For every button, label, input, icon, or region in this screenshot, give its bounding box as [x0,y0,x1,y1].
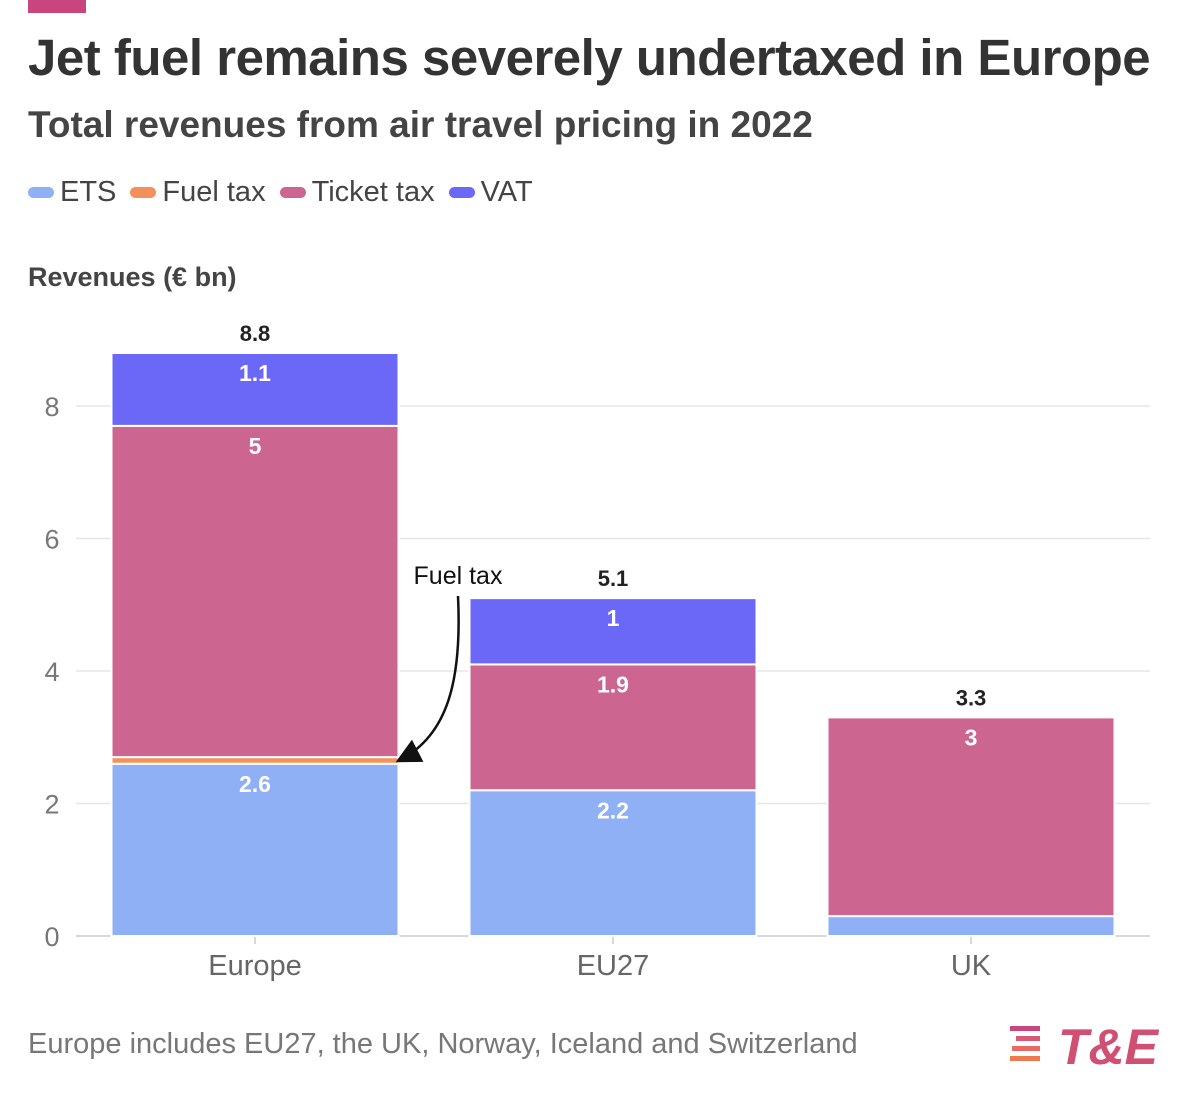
y-tick-label: 8 [44,392,59,422]
legend-item-ets: ETS [28,176,116,209]
legend-swatch-fuel-tax [130,187,157,198]
bar-segment-ets [110,762,400,937]
data-label: 1 [607,605,620,631]
legend: ETS Fuel tax Ticket tax VAT [28,176,533,209]
data-label: 5 [249,433,262,459]
bar-segment-vat [110,352,400,427]
data-label: 3 [965,724,978,750]
data-label: 1.9 [597,671,629,697]
bar-segment-vat [468,597,758,666]
logo-text: T&E [1058,1019,1160,1074]
total-label: 3.3 [956,685,987,710]
data-label: 1.1 [239,360,271,386]
bar-segment-ticket-tax [826,716,1116,918]
y-tick-label: 6 [44,525,59,555]
y-axis-title: Revenues (€ bn) [28,262,237,292]
stacked-bar-chart: 0 2 4 6 8 2.6 5 1.1 8.8 Europe 2.2 1.9 1 5.1 EU27 3 3.3 U… [44,321,1150,982]
logo-stripes-icon [1010,1026,1040,1061]
y-tick-label: 0 [44,922,59,952]
legend-swatch-ets [28,187,54,198]
footnote: Europe includes EU27, the UK, Norway, Ic… [28,1028,858,1060]
bar-segment-ticket-tax [110,424,400,759]
legend-label-ticket-tax: Ticket tax [311,176,435,208]
te-logo: T&E [1010,1019,1160,1074]
x-tick-label: UK [951,950,992,982]
brand-accent-bar [28,0,86,13]
legend-item-ticket-tax: Ticket tax [279,176,435,209]
x-tick-label: EU27 [577,950,650,982]
total-label: 8.8 [240,321,271,346]
bar-segment-ets [468,789,758,937]
legend-label-ets: ETS [60,176,117,208]
bar-layer [110,352,1116,937]
legend-swatch-vat [448,187,475,198]
y-tick-label: 4 [44,657,59,687]
y-tick-label: 2 [44,790,59,820]
legend-item-fuel-tax: Fuel tax [130,176,266,209]
bar-segment-ets [826,915,1116,937]
legend-item-vat: VAT [448,176,533,209]
chart-subtitle: Total revenues from air travel pricing i… [28,104,813,145]
data-label: 2.2 [597,797,629,823]
legend-label-fuel-tax: Fuel tax [162,176,266,208]
chart-title: Jet fuel remains severely undertaxed in … [28,29,1151,86]
label-layer: 0 2 4 6 8 2.6 5 1.1 8.8 Europe 2.2 1.9 1 5.1 EU27 3 3.3 U… [44,321,991,982]
data-label: 2.6 [239,771,271,797]
total-label: 5.1 [598,566,629,591]
fuel-tax-arrow [395,595,460,763]
annotation-layer: Fuel tax [395,562,503,763]
legend-label-vat: VAT [480,176,533,208]
fuel-tax-annotation: Fuel tax [414,562,503,590]
legend-swatch-ticket-tax [279,187,306,198]
x-tick-label: Europe [208,950,302,982]
